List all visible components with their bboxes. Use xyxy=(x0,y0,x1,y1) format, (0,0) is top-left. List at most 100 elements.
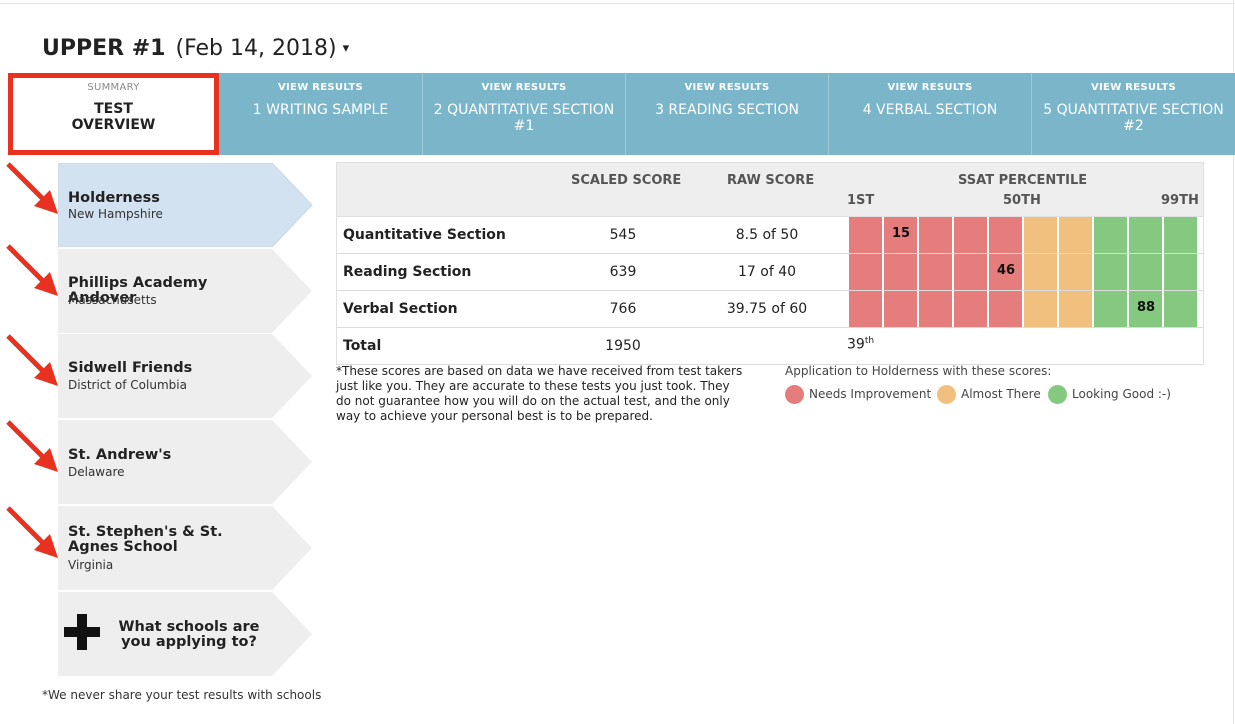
tab-label: 2 QUANTITATIVE SECTION #1 xyxy=(433,102,615,134)
tab-kicker: VIEW RESULTS xyxy=(887,82,973,93)
tab-kicker: VIEW RESULTS xyxy=(278,82,363,93)
red-arrow-icon xyxy=(6,334,58,386)
red-arrow-icon xyxy=(6,420,58,472)
red-arrow-icon xyxy=(6,244,58,296)
tab-kicker: VIEW RESULTS xyxy=(1091,82,1176,93)
percentile-segment xyxy=(954,254,988,290)
percentile-segment: 46 xyxy=(989,254,1023,290)
red-arrow-icon xyxy=(6,162,58,214)
percentile-segment xyxy=(1059,217,1093,253)
school-tab-shape xyxy=(58,592,312,676)
tab-reading-section[interactable]: VIEW RESULTS 3 READING SECTION xyxy=(626,73,829,155)
school-state: Virginia xyxy=(68,558,114,572)
add-school-label: What schools are you applying to? xyxy=(118,619,260,650)
percentile-marker: 46 xyxy=(996,263,1016,278)
school-state: New Hampshire xyxy=(68,207,163,221)
percentile-segment xyxy=(1024,217,1058,253)
header-scaled-score: SCALED SCORE xyxy=(571,173,682,188)
legend-dot-green xyxy=(1048,385,1067,404)
school-state: Delaware xyxy=(68,465,125,479)
privacy-footnote: *We never share your test results with s… xyxy=(42,688,322,702)
header-percentile-50th: 50TH xyxy=(1003,193,1041,208)
top-border xyxy=(0,0,1235,4)
percentile-segment xyxy=(919,291,953,327)
header-percentile-1st: 1ST xyxy=(847,193,875,208)
school-state: Massachusetts xyxy=(68,293,157,307)
total-percentile-suffix: th xyxy=(864,336,875,346)
scaled-score: 545 xyxy=(609,227,637,243)
plus-icon xyxy=(64,614,100,650)
table-header: SCALED SCORE RAW SCORE SSAT PERCENTILE 1… xyxy=(336,162,1204,217)
tab-label: 3 READING SECTION xyxy=(655,102,799,118)
percentile-segment xyxy=(849,291,883,327)
header-ssat-percentile: SSAT PERCENTILE xyxy=(958,173,1088,188)
legend-label: Looking Good :-) xyxy=(1072,387,1171,401)
percentile-segment xyxy=(1094,291,1128,327)
tab-label: 4 VERBAL SECTION xyxy=(862,102,998,118)
tab-label: 1 WRITING SAMPLE xyxy=(252,102,389,118)
percentile-bar: 46 xyxy=(849,254,1199,290)
legend-dot-red xyxy=(785,385,804,404)
school-item-phillips-andover[interactable]: Phillips Academy Andover Massachusetts xyxy=(58,249,314,333)
school-tab-shape xyxy=(58,506,312,590)
school-tab-shape xyxy=(58,163,313,247)
percentile-segment xyxy=(1094,254,1128,290)
tab-verbal-section[interactable]: VIEW RESULTS 4 VERBAL SECTION xyxy=(829,73,1032,155)
raw-score: 8.5 of 50 xyxy=(735,227,799,243)
percentile-segment xyxy=(1024,254,1058,290)
test-date: (Feb 14, 2018) xyxy=(175,36,337,61)
score-table: SCALED SCORE RAW SCORE SSAT PERCENTILE 1… xyxy=(336,162,1204,365)
percentile-marker: 88 xyxy=(1136,300,1156,315)
percentile-segment xyxy=(884,254,918,290)
add-school-button[interactable]: What schools are you applying to? xyxy=(58,592,314,676)
school-name: St. Stephen's & St. Agnes School xyxy=(68,524,223,555)
school-name: Holderness xyxy=(68,190,160,206)
percentile-bar: 15 xyxy=(849,217,1199,253)
right-border xyxy=(1233,0,1234,724)
total-label: Total xyxy=(343,338,382,354)
page-title[interactable]: UPPER #1 (Feb 14, 2018) ▾ xyxy=(42,36,349,61)
percentile-segment xyxy=(1024,291,1058,327)
school-tab-shape xyxy=(58,249,312,333)
tab-quantitative-section-1[interactable]: VIEW RESULTS 2 QUANTITATIVE SECTION #1 xyxy=(423,73,626,155)
total-percentile-value: 39 xyxy=(847,336,865,353)
percentile-bar: 88 xyxy=(849,291,1199,327)
tab-writing-sample[interactable]: VIEW RESULTS 1 WRITING SAMPLE xyxy=(219,73,423,155)
percentile-segment xyxy=(1059,254,1093,290)
tab-label: 5 QUANTITATIVE SECTION #2 xyxy=(1043,102,1224,134)
section-name: Reading Section xyxy=(343,264,472,280)
percentile-segment xyxy=(989,291,1023,327)
tab-kicker: SUMMARY xyxy=(87,82,140,93)
percentile-segment xyxy=(1164,217,1198,253)
school-tab-shape xyxy=(58,420,312,504)
table-row: Quantitative Section 545 8.5 of 50 15 xyxy=(336,217,1204,254)
tab-quantitative-section-2[interactable]: VIEW RESULTS 5 QUANTITATIVE SECTION #2 xyxy=(1032,73,1235,155)
school-item-sidwell-friends[interactable]: Sidwell Friends District of Columbia xyxy=(58,334,314,418)
percentile-segment xyxy=(849,217,883,253)
percentile-segment: 15 xyxy=(884,217,918,253)
table-row-total: Total 1950 39th xyxy=(336,328,1204,365)
percentile-segment xyxy=(1094,217,1128,253)
raw-score: 17 of 40 xyxy=(737,264,797,280)
percentile-segment xyxy=(954,291,988,327)
percentile-segment xyxy=(989,217,1023,253)
header-percentile-99th: 99TH xyxy=(1161,193,1199,208)
red-arrow-icon xyxy=(6,506,58,558)
table-row: Reading Section 639 17 of 40 46 xyxy=(336,254,1204,291)
legend-label: Needs Improvement xyxy=(809,387,932,401)
legend-title: Application to Holderness with these sco… xyxy=(785,364,1052,378)
test-name: UPPER #1 xyxy=(42,36,166,61)
school-tab-shape xyxy=(58,334,312,418)
school-item-st-stephens[interactable]: St. Stephen's & St. Agnes School Virgini… xyxy=(58,506,314,590)
school-state: District of Columbia xyxy=(68,378,187,392)
raw-score: 39.75 of 60 xyxy=(726,301,808,317)
dropdown-caret-icon[interactable]: ▾ xyxy=(342,41,350,56)
section-name: Verbal Section xyxy=(343,301,458,317)
percentile-segment xyxy=(1164,254,1198,290)
tab-test-overview[interactable]: SUMMARY TEST OVERVIEW xyxy=(8,73,219,155)
school-item-st-andrews[interactable]: St. Andrew's Delaware xyxy=(58,420,314,504)
percentile-segment xyxy=(954,217,988,253)
scaled-score: 639 xyxy=(609,264,637,280)
school-item-holderness[interactable]: Holderness New Hampshire xyxy=(58,163,314,247)
legend-label: Almost There xyxy=(961,387,1041,401)
